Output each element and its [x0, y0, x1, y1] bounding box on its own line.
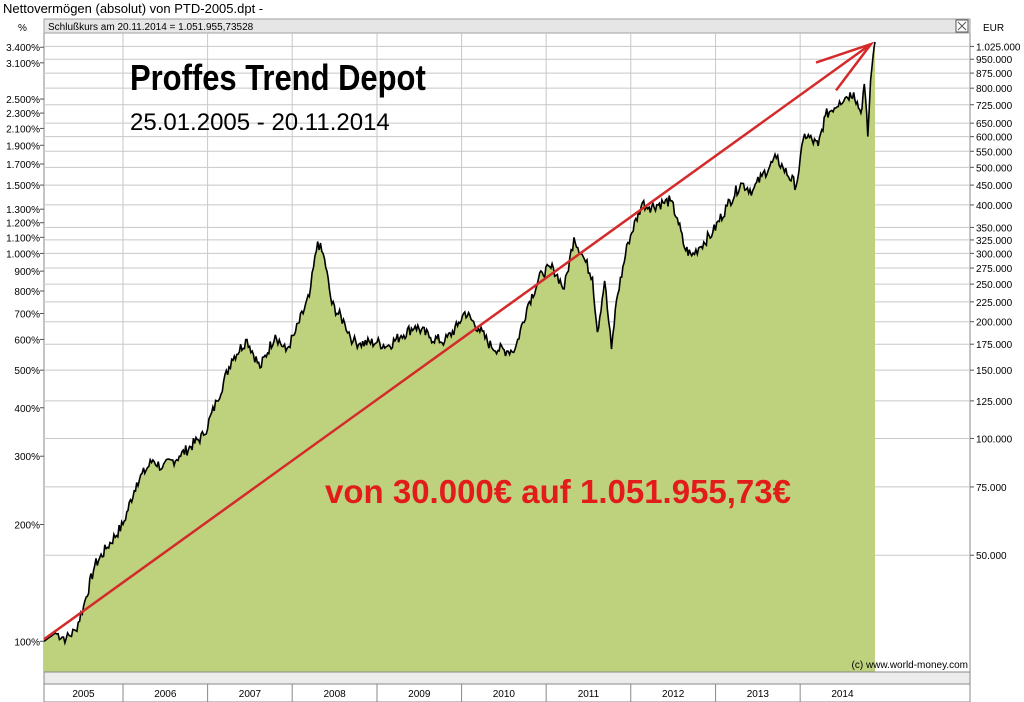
close-box-icon[interactable]: [955, 19, 969, 33]
left-tick-label-10: 1.100%: [6, 233, 40, 244]
x-tick-label-2: 2007: [239, 689, 262, 700]
right-tick-label-17: 600.000: [976, 133, 1013, 144]
right-tick-label-21: 875.000: [976, 69, 1013, 80]
series-area: [44, 42, 875, 672]
left-tick-label-6: 700%: [14, 309, 40, 320]
right-tick-label-13: 400.000: [976, 201, 1013, 212]
trend-arrow: [43, 41, 875, 641]
right-tick-label-18: 650.000: [976, 119, 1013, 130]
right-tick-label-23: 1.025.000: [976, 42, 1021, 53]
left-tick-label-9: 1.000%: [6, 249, 40, 260]
right-tick-label-12: 350.000: [976, 223, 1013, 234]
left-axis: 100% 200% 300% 400% 500% 600% 700% 800% 900% 1.00…: [6, 43, 44, 648]
right-tick-label-19: 725.000: [976, 101, 1013, 112]
right-tick-label-20: 800.000: [976, 84, 1013, 95]
window-title: Nettovermögen (absolut) von PTD-2005.dpt…: [3, 1, 264, 16]
left-tick-label-4: 500%: [14, 366, 40, 377]
x-tick-label-3: 2008: [323, 689, 346, 700]
left-tick-label-3: 400%: [14, 404, 40, 415]
right-tick-label-11: 325.000: [976, 236, 1013, 247]
x-axis-label-band: [43, 683, 971, 702]
trend-arrow-line: [43, 43, 872, 641]
x-tick-label-6: 2011: [578, 689, 600, 700]
right-tick-label-10: 300.000: [976, 249, 1013, 260]
x-tick-label-5: 2010: [493, 689, 516, 700]
chart-info-text: Schlußkurs am 20.11.2014 = 1.051.955,735…: [48, 22, 254, 33]
chart-date-range: 25.01.2005 - 20.11.2014: [130, 109, 390, 136]
left-tick-label-2: 300%: [14, 452, 40, 463]
left-tick-label-18: 2.500%: [6, 95, 40, 106]
right-tick-label-4: 150.000: [976, 366, 1013, 377]
right-tick-label-0: 50.000: [976, 551, 1007, 562]
left-tick-label-7: 800%: [14, 287, 40, 298]
left-tick-label-15: 1.900%: [6, 141, 40, 152]
left-tick-label-11: 1.200%: [6, 219, 40, 230]
x-axis: 2005 2006 2007 2008 2009 2010 2011 2012 2013 2014: [72, 684, 854, 702]
result-annotation: von 30.000€ auf 1.051.955,73€: [325, 473, 791, 510]
x-axis-strip: [43, 671, 971, 685]
left-tick-label-0: 100%: [14, 637, 40, 648]
right-axis-unit: EUR: [983, 23, 1004, 34]
left-tick-label-19: 3.100%: [6, 59, 40, 70]
right-tick-label-6: 200.000: [976, 318, 1013, 329]
right-tick-label-2: 100.000: [976, 434, 1013, 445]
series-line: [43, 41, 876, 646]
right-axis: 50.000 75.000 100.000 125.000 150.000 175.000…: [970, 42, 1021, 562]
trend-arrow-head: [815, 41, 875, 92]
right-tick-label-22: 950.000: [976, 55, 1013, 66]
left-tick-label-17: 2.300%: [6, 109, 40, 120]
right-tick-label-3: 125.000: [976, 397, 1013, 408]
x-tick-label-0: 2005: [72, 689, 95, 700]
copyright-text: (c) www.world-money.com: [852, 660, 969, 671]
right-tick-label-16: 550.000: [976, 147, 1013, 158]
left-tick-label-5: 600%: [14, 335, 40, 346]
left-tick-label-12: 1.300%: [6, 205, 40, 216]
left-tick-label-13: 1.500%: [6, 181, 40, 192]
right-tick-label-8: 250.000: [976, 280, 1013, 291]
left-tick-label-20: 3.400%: [6, 43, 40, 54]
left-tick-label-8: 900%: [14, 267, 40, 278]
left-axis-unit: %: [18, 23, 27, 34]
right-tick-label-14: 450.000: [976, 181, 1013, 192]
x-tick-label-7: 2012: [662, 689, 685, 700]
left-tick-label-14: 1.700%: [6, 160, 40, 171]
left-tick-label-1: 200%: [14, 521, 40, 532]
right-tick-label-1: 75.000: [976, 483, 1007, 494]
chart-header-strip: [43, 18, 971, 34]
right-tick-label-7: 225.000: [976, 298, 1013, 309]
right-tick-label-9: 275.000: [976, 264, 1013, 275]
x-tick-label-9: 2014: [831, 689, 854, 700]
chart-title: Proffes Trend Depot: [130, 59, 426, 99]
left-tick-label-16: 2.100%: [6, 124, 40, 135]
right-tick-label-5: 175.000: [976, 340, 1013, 351]
x-tick-label-4: 2009: [408, 689, 431, 700]
x-tick-label-8: 2013: [747, 689, 770, 700]
right-tick-label-15: 500.000: [976, 163, 1013, 174]
x-tick-label-1: 2006: [154, 689, 177, 700]
